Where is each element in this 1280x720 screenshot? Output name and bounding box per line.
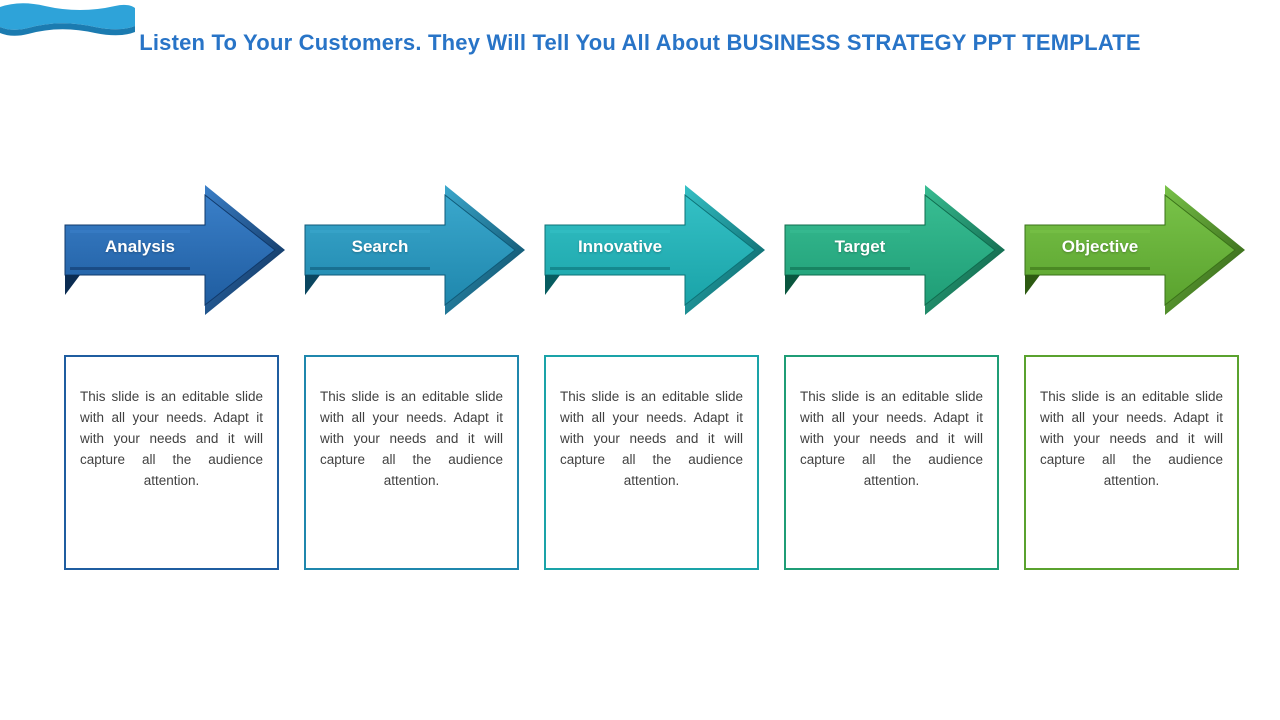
slide-title: Listen To Your Customers. They Will Tell… bbox=[0, 30, 1280, 56]
arrow-innovative: Innovative bbox=[540, 185, 780, 340]
arrow-analysis: Analysis bbox=[60, 185, 300, 340]
arrow-search: Search bbox=[300, 185, 540, 340]
arrow-label: Analysis bbox=[60, 237, 220, 257]
arrow-label: Objective bbox=[1020, 237, 1180, 257]
desc-box-objective: This slide is an editable slide with all… bbox=[1024, 355, 1239, 570]
arrow-objective: Objective bbox=[1020, 185, 1260, 340]
arrow-label: Innovative bbox=[540, 237, 700, 257]
arrow-target: Target bbox=[780, 185, 1020, 340]
desc-box-innovative: This slide is an editable slide with all… bbox=[544, 355, 759, 570]
desc-box-analysis: This slide is an editable slide with all… bbox=[64, 355, 279, 570]
desc-box-search: This slide is an editable slide with all… bbox=[304, 355, 519, 570]
process-diagram: Analysis Search bbox=[60, 185, 1240, 625]
arrow-label: Search bbox=[300, 237, 460, 257]
desc-box-target: This slide is an editable slide with all… bbox=[784, 355, 999, 570]
description-row: This slide is an editable slide with all… bbox=[60, 355, 1240, 580]
arrow-row: Analysis Search bbox=[60, 185, 1240, 340]
arrow-label: Target bbox=[780, 237, 940, 257]
